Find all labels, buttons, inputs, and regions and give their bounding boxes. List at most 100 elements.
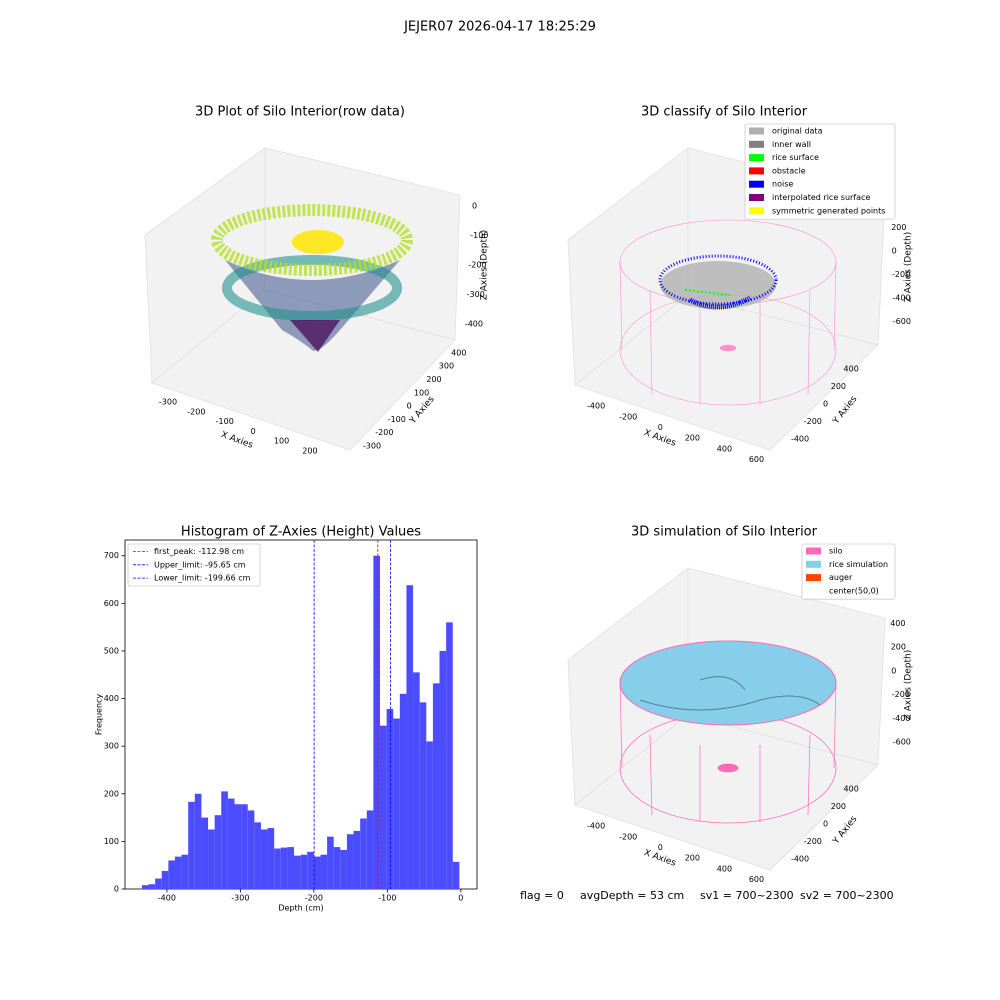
y-tick-label: 0 [823, 400, 828, 409]
x-axis-label: Depth (cm) [278, 904, 323, 913]
legend-label: Lower_limit: -199.66 cm [154, 574, 251, 583]
x-tick-label: 100 [274, 437, 289, 446]
bar [181, 854, 189, 889]
bar [274, 848, 281, 889]
z-axis-label: Z Axies (Depth) [480, 230, 490, 301]
bar [214, 815, 222, 889]
bar [393, 718, 400, 889]
z-tick-label: -600 [893, 317, 911, 326]
x-tick-label: 600 [749, 455, 764, 464]
z-axis-label: Z Axies (Depth) [904, 650, 914, 721]
bar [386, 709, 394, 889]
y-tick-label: -300 [363, 441, 381, 450]
legend-swatch [806, 547, 821, 555]
bar [161, 870, 169, 889]
z-tick-label: -400 [465, 320, 483, 329]
y-tick-label: 0 [823, 820, 828, 829]
x-tick-label: -300 [159, 398, 177, 407]
legend-box [744, 123, 896, 220]
legend-swatch [749, 194, 764, 201]
y-tick-label: 600 [104, 599, 119, 608]
x-tick-label: 200 [302, 447, 317, 456]
y-tick-label: 400 [104, 694, 119, 703]
bar [208, 829, 215, 889]
x-tick-label: 600 [749, 875, 764, 884]
y-tick-label: -400 [791, 435, 809, 444]
x-tick-label: 0 [251, 427, 256, 436]
z-tick-label: -600 [893, 738, 911, 747]
bar [432, 683, 440, 889]
y-tick-label: -400 [791, 855, 809, 864]
bar [260, 829, 268, 889]
bar [227, 798, 235, 889]
z-axis-label: Z Axies (Depth) [904, 232, 914, 303]
z-tick-label: 0 [892, 247, 897, 256]
point-cloud [211, 204, 413, 352]
y-tick-label: 0 [114, 885, 119, 894]
bar [406, 585, 414, 889]
bar [320, 854, 328, 889]
legend-label: noise [772, 180, 793, 189]
x-tick-label: 0 [458, 894, 463, 903]
z-tick-label: -300 [467, 290, 485, 299]
x-tick-label: -100 [378, 894, 396, 903]
rice-surface [619, 640, 837, 726]
x-tick-label: -400 [587, 822, 605, 831]
bar [366, 810, 374, 889]
bar [234, 804, 242, 889]
z-tick-label: -400 [892, 714, 910, 723]
bar [201, 817, 209, 889]
annotation: avgDepth = 53 cm [580, 889, 684, 902]
bar [426, 741, 433, 889]
z-tick-label: 200 [891, 223, 906, 232]
legend-label: silo [829, 547, 843, 556]
bar [241, 804, 248, 889]
z-tick-label: -400 [892, 294, 910, 303]
x-tick-label: 200 [685, 854, 700, 863]
bar [340, 849, 347, 889]
z-tick-label: 200 [891, 643, 906, 652]
bar [373, 555, 380, 889]
y-tick-label: 200 [831, 382, 846, 391]
bar [446, 622, 453, 889]
legend-label: original data [772, 127, 823, 136]
annotation: flag = 0 [520, 889, 564, 902]
legend-swatch [749, 207, 764, 215]
x-tick-label: 200 [685, 434, 700, 443]
y-tick-label: -200 [375, 428, 393, 437]
bar [379, 725, 387, 889]
x-tick-label: -200 [619, 832, 637, 841]
legend-swatch [806, 574, 821, 582]
bar [194, 793, 202, 889]
bar [174, 856, 182, 889]
annotation: sv2 = 700~2300 [800, 889, 894, 902]
bar [327, 836, 334, 889]
bar [168, 860, 175, 889]
bar [413, 672, 420, 889]
y-tick-label: 0 [407, 402, 412, 411]
z-tick-label: -200 [892, 270, 910, 279]
y-tick-label: 300 [439, 362, 454, 371]
chart-title: 3D Plot of Silo Interior(row data) [195, 105, 405, 120]
z-tick-label: -200 [468, 261, 486, 270]
x-tick-label: -100 [216, 417, 234, 426]
bar [254, 822, 261, 889]
x-tick-label: -200 [305, 894, 323, 903]
chart-title: 3D classify of Silo Interior [641, 105, 808, 120]
z-tick-label: 0 [891, 666, 896, 675]
x-tick-label: 400 [717, 444, 732, 453]
legend-swatch [749, 154, 764, 162]
y-tick-label: 300 [104, 742, 119, 751]
legend-label: interpolated rice surface [772, 193, 870, 202]
z-tick-label: 0 [472, 202, 477, 211]
legend-label: auger [829, 573, 853, 582]
z-tick-label: -100 [470, 231, 488, 240]
chart-title: Histogram of Z-Axies (Height) Values [181, 525, 421, 540]
bar [294, 855, 301, 889]
x-tick-label: 400 [717, 864, 732, 873]
legend-box [801, 543, 896, 600]
bar [346, 834, 354, 889]
z-tick-label: -200 [892, 690, 910, 699]
legend-label: center(50,0) [829, 586, 879, 595]
legend-swatch [749, 127, 764, 135]
